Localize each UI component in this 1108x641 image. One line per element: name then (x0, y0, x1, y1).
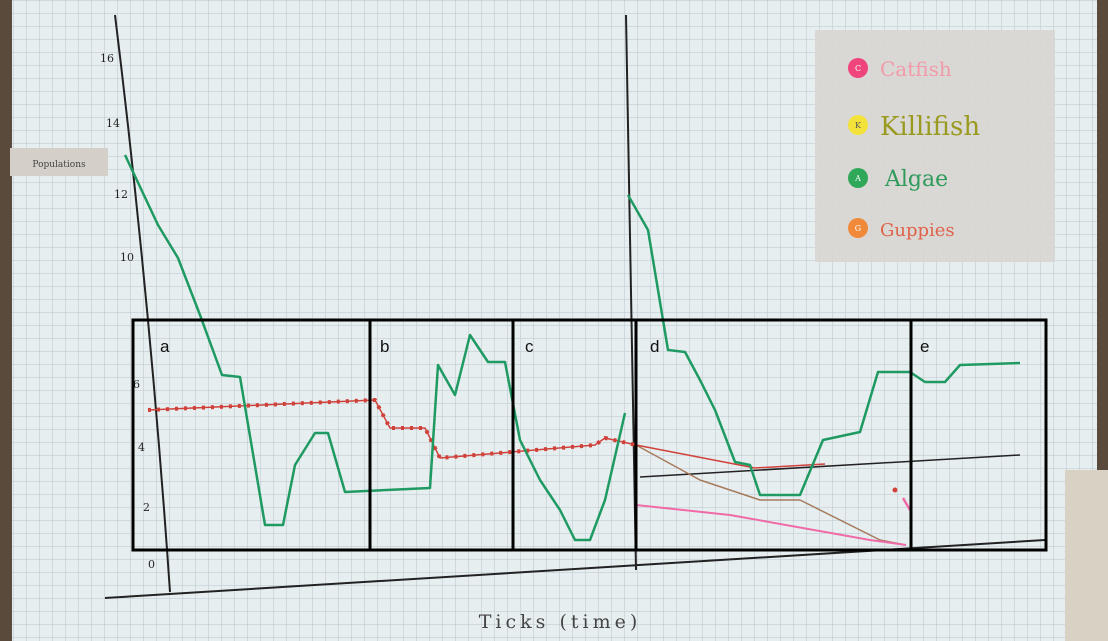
legend-letter: C (855, 64, 861, 73)
dot (893, 488, 898, 493)
legend-letter: A (854, 174, 861, 183)
y-number: 16 (100, 52, 114, 65)
panel-label: d (650, 337, 659, 356)
legend-label: Catfish (880, 57, 952, 81)
y-number: 0 (148, 558, 155, 571)
tape-roll (1065, 470, 1108, 641)
panel-label: c (525, 337, 534, 356)
y-number: 10 (120, 251, 134, 264)
legend-label: Algae (884, 167, 948, 192)
legend-label: Killifish (880, 112, 980, 142)
panel-label: e (920, 337, 929, 356)
panel-label: a (160, 337, 170, 356)
y-number: 4 (138, 441, 145, 454)
legend-letter: K (855, 121, 862, 130)
photo: 16 14 12 10 6 4 2 0 Populations Ticks (t… (0, 0, 1108, 641)
panel-label: b (380, 337, 389, 356)
y-number: 12 (114, 188, 128, 201)
legend-label: Guppies (880, 220, 955, 241)
y-number: 2 (143, 501, 150, 514)
y-axis-label: Populations (32, 160, 86, 170)
y-number: 14 (106, 117, 120, 130)
legend-letter: G (855, 224, 861, 233)
x-axis-label: Ticks (time) (479, 611, 642, 633)
